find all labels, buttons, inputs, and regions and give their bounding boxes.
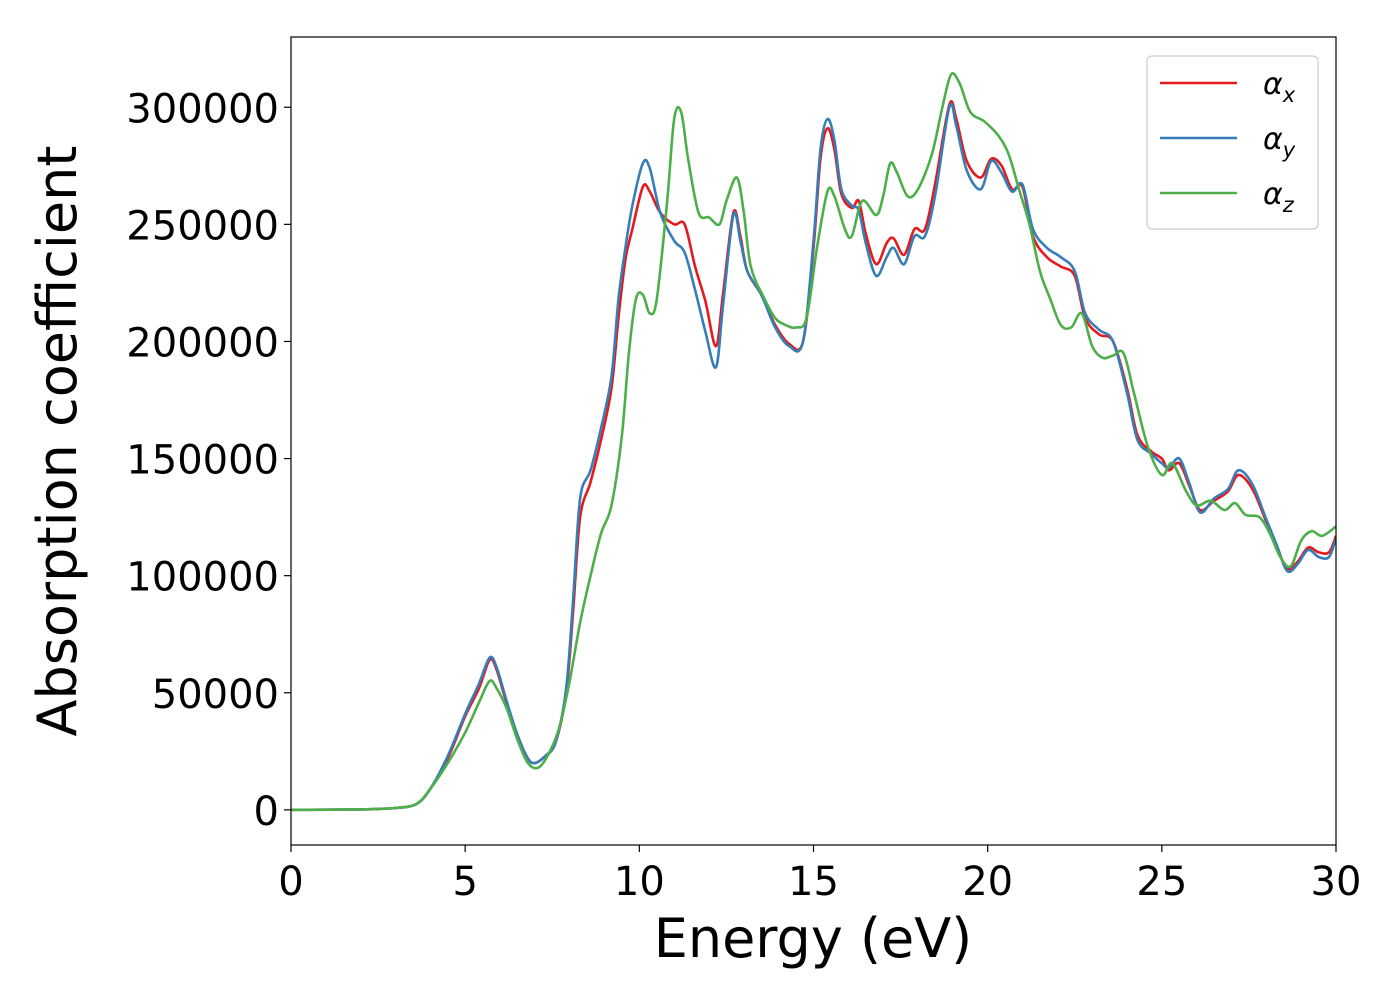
x-tick-label: 5 [452,859,477,905]
y-tick-label: 50000 [152,672,279,718]
y-tick-label: 150000 [126,438,279,484]
y-tick-label: 200000 [126,320,279,366]
x-tick-label: 10 [614,859,665,905]
x-tick-label: 30 [1311,859,1362,905]
y-axis-label: Absorption coefficient [26,146,89,737]
legend: αx αy αz [1146,55,1319,230]
legend-label-z: αz [1263,177,1295,217]
legend-label-y: αy [1263,122,1296,162]
legend-label-x: αx [1263,67,1296,107]
x-tick-label: 20 [962,859,1013,905]
y-axis: 0 50000 100000 150000 200000 250000 300000 [126,86,291,835]
x-tick-label: 25 [1136,859,1187,905]
y-tick-label: 0 [254,789,279,835]
legend-box [1146,55,1319,230]
x-tick-label: 0 [278,859,303,905]
y-tick-label: 300000 [126,86,279,132]
series-line-z [291,72,1336,812]
x-axis-label: Energy (eV) [654,907,973,970]
x-axis: 0 5 10 15 20 25 30 [278,845,1361,905]
series-layer [291,72,1336,812]
y-tick-label: 100000 [126,555,279,601]
x-tick-label: 15 [788,859,839,905]
y-tick-label: 250000 [126,203,279,249]
